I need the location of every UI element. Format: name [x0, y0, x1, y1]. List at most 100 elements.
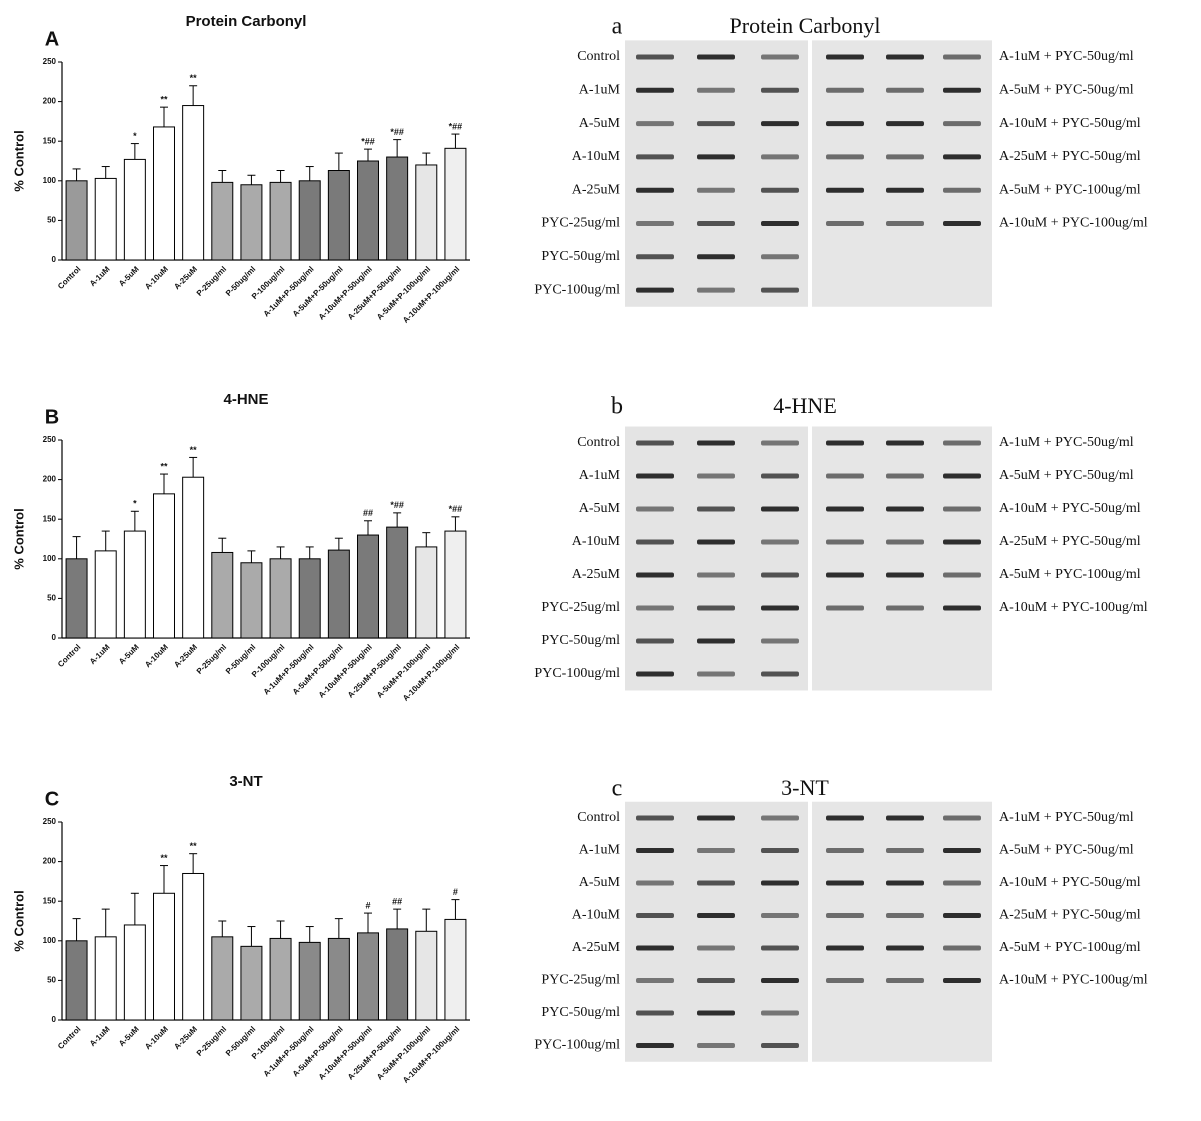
blot-band	[943, 816, 981, 821]
blot-row-label: Control	[577, 435, 620, 450]
significance-label: ##	[363, 508, 373, 518]
blot-band	[636, 946, 674, 951]
blot-band	[943, 441, 981, 446]
blot-band	[761, 441, 799, 446]
x-tick-label: A-5uM+P-100ug/ml	[375, 643, 432, 700]
bar	[328, 550, 349, 638]
blot-band	[886, 848, 924, 853]
blot-row-label: Control	[577, 810, 620, 825]
x-tick-label: A-10uM	[143, 642, 170, 669]
blot-row-label: A-1uM	[579, 468, 621, 483]
y-tick-label: 200	[43, 475, 57, 484]
significance-label: *##	[361, 136, 375, 146]
x-tick-label: Control	[56, 643, 82, 669]
blot-row-label: A-10uM + PYC-100ug/ml	[999, 216, 1148, 231]
bar	[416, 931, 437, 1020]
x-tick-label: P-25ug/ml	[195, 643, 228, 676]
blot-band	[886, 88, 924, 93]
blot-band	[697, 1011, 735, 1016]
blot-band	[761, 121, 799, 126]
blot-membrane	[812, 802, 992, 1062]
y-tick-label: 50	[47, 976, 56, 985]
bar	[445, 919, 466, 1020]
y-tick-label: 150	[43, 514, 57, 523]
blot-row-label: A-10uM	[572, 534, 621, 549]
bar	[270, 938, 291, 1020]
y-tick-label: 200	[43, 97, 57, 106]
blot-band	[636, 441, 674, 446]
significance-label: *##	[390, 500, 404, 510]
x-tick-label: A-5uM+P-100ug/ml	[375, 265, 432, 322]
blot-band	[636, 639, 674, 644]
blot-band	[761, 188, 799, 193]
significance-label: *##	[390, 127, 404, 137]
blot-band	[943, 121, 981, 126]
blot-band	[886, 474, 924, 479]
x-tick-label: A-10uM+P-50ug/ml	[317, 643, 374, 700]
blot-band	[761, 221, 799, 226]
blot-band	[636, 221, 674, 226]
blot-row-label: PYC-25ug/ml	[541, 973, 620, 988]
blot-band	[943, 848, 981, 853]
blot-row-label: Control	[577, 49, 620, 64]
blot-band	[697, 154, 735, 159]
blot-band	[697, 254, 735, 259]
bar	[299, 559, 320, 638]
bar	[416, 547, 437, 638]
blot-row-label: PYC-50ug/ml	[541, 1005, 620, 1020]
bar	[241, 185, 262, 260]
blot-band	[636, 1011, 674, 1016]
x-tick-label: A-1uM+P-50ug/ml	[262, 1025, 316, 1079]
blot-band	[697, 507, 735, 512]
blot-band	[826, 55, 864, 60]
x-tick-label: A-5uM+P-50ug/ml	[291, 1025, 345, 1079]
bar	[299, 942, 320, 1020]
blot-band	[636, 881, 674, 886]
significance-label: *##	[449, 121, 463, 131]
x-tick-label: A-10uM+P-100ug/ml	[401, 643, 461, 703]
blot-row-label: PYC-100ug/ml	[534, 1038, 620, 1053]
x-tick-label: A-10uM+P-100ug/ml	[401, 1025, 461, 1085]
blot-row-label: A-25uM	[572, 940, 621, 955]
significance-label: ##	[392, 896, 402, 906]
blot-band	[943, 507, 981, 512]
blot-band	[636, 55, 674, 60]
significance-label: **	[190, 445, 198, 455]
bar	[66, 181, 87, 260]
blot-band	[943, 55, 981, 60]
blot-row-label: PYC-25ug/ml	[541, 600, 620, 615]
blot-band	[943, 573, 981, 578]
bar	[299, 181, 320, 260]
y-tick-label: 50	[47, 594, 56, 603]
significance-label: **	[160, 95, 168, 105]
blot-band	[943, 606, 981, 611]
blot-row-label: A-5uM + PYC-50ug/ml	[999, 468, 1134, 483]
x-tick-label: A-25uM	[172, 264, 199, 291]
blot-band	[697, 1043, 735, 1048]
blot-band	[826, 606, 864, 611]
y-tick-label: 0	[52, 633, 57, 642]
blot-band	[761, 639, 799, 644]
blot-band	[636, 606, 674, 611]
blot-row-label: A-1uM	[579, 83, 621, 98]
blot-band	[636, 188, 674, 193]
bar	[212, 552, 233, 638]
bar	[183, 873, 204, 1020]
blot-band	[761, 288, 799, 293]
x-tick-label: A-1uM	[88, 1024, 112, 1048]
blot-band	[697, 978, 735, 983]
blot-band	[636, 978, 674, 983]
blot-band	[886, 606, 924, 611]
blot-band	[886, 441, 924, 446]
blot-band	[697, 573, 735, 578]
bar	[183, 106, 204, 260]
x-tick-label: A-10uM+P-50ug/ml	[317, 265, 374, 322]
blot-row-label: PYC-50ug/ml	[541, 249, 620, 264]
bar	[358, 933, 379, 1020]
y-tick-label: 150	[43, 896, 57, 905]
blot-band	[761, 573, 799, 578]
blot-row-label: A-5uM + PYC-100ug/ml	[999, 182, 1141, 197]
blot-band	[826, 188, 864, 193]
bar	[124, 531, 145, 638]
significance-label: **	[160, 461, 168, 471]
